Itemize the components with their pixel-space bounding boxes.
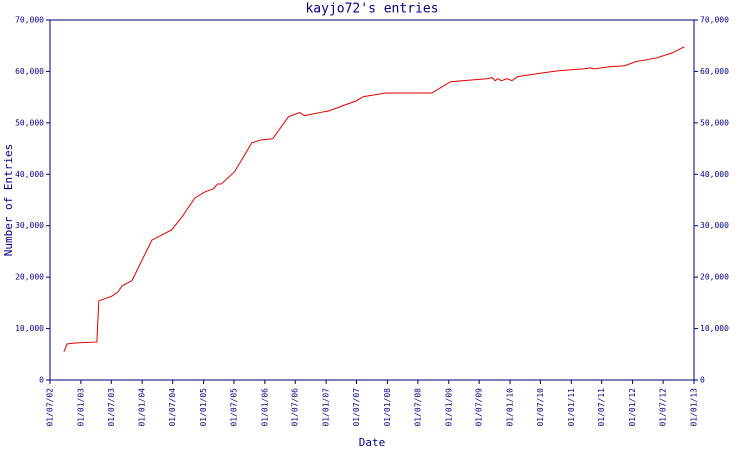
y-tick-label: 40,000 [15,170,44,179]
x-tick-label: 01/07/03 [107,388,116,427]
y2-tick-label: 0 [700,376,705,385]
y2-tick-label: 10,000 [700,324,729,333]
data-line [63,46,685,352]
x-tick-label: 01/07/05 [229,388,238,427]
x-tick-label: 01/07/08 [413,388,422,427]
plot-frame [49,19,695,381]
x-axis-label: Date [359,436,386,449]
x-tick-label: 01/07/10 [536,388,545,427]
x-tick-label: 01/01/10 [506,388,515,427]
x-tick-label: 01/07/04 [168,388,177,427]
x-tick-label: 01/01/03 [76,388,85,427]
x-tick-label: 01/01/13 [690,388,699,427]
chart-title: kayjo72's entries [305,2,438,17]
y2-tick-label: 20,000 [700,273,729,282]
x-tick-label: 01/01/06 [260,388,269,427]
y-tick-label: 0 [39,376,44,385]
y2-tick-label: 40,000 [700,170,729,179]
x-tick-label: 01/01/09 [444,388,453,427]
x-tick-label: 01/01/05 [199,388,208,427]
x-tick-label: 01/07/09 [475,388,484,427]
y-tick-label: 60,000 [15,67,44,76]
x-tick-label: 01/01/11 [567,388,576,427]
x-tick-label: 01/07/02 [46,388,55,427]
y2-tick-label: 50,000 [700,118,729,127]
y2-tick-label: 70,000 [700,16,729,25]
y-tick-label: 20,000 [15,273,44,282]
x-tick-label: 01/01/04 [138,388,147,427]
y2-tick-label: 60,000 [700,67,729,76]
x-tick-label: 01/07/07 [352,388,361,427]
y-axis-label: Number of Entries [2,144,15,257]
y-tick-label: 30,000 [15,221,44,230]
x-tick-label: 01/01/12 [628,388,637,427]
x-tick-label: 01/01/07 [322,388,331,427]
y-tick-label: 10,000 [15,324,44,333]
y-tick-label: 70,000 [15,16,44,25]
x-tick-label: 01/07/06 [291,388,300,427]
y2-tick-label: 30,000 [700,221,729,230]
x-tick-label: 01/07/12 [659,388,668,427]
y-tick-label: 50,000 [15,118,44,127]
x-tick-label: 01/07/11 [597,388,606,427]
x-tick-label: 01/01/08 [383,388,392,427]
